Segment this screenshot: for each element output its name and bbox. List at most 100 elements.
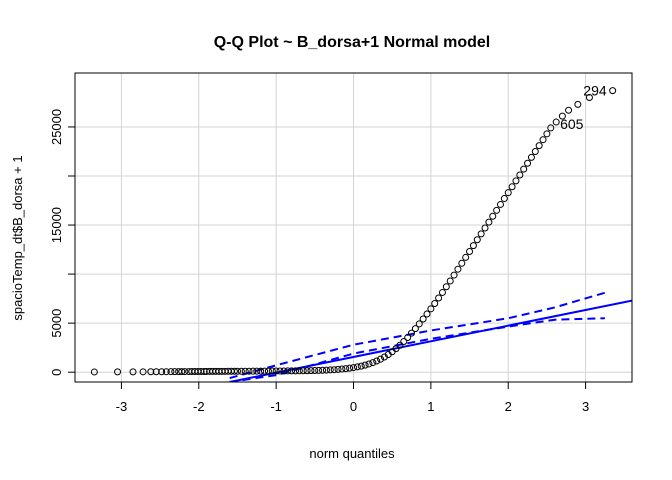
y-axis-title: spacioTemp_dt$B_dorsa + 1 xyxy=(10,155,25,320)
data-point xyxy=(230,367,238,375)
confidence-envelope xyxy=(229,291,606,382)
data-point xyxy=(565,106,573,114)
y-axis: 0 5000 15000 25000 xyxy=(49,109,76,376)
x-tick-label: 2 xyxy=(505,399,512,414)
data-point xyxy=(167,368,175,376)
data-point xyxy=(493,206,501,214)
data-point xyxy=(315,366,323,374)
data-point xyxy=(574,100,582,108)
data-point xyxy=(516,171,524,179)
data-point xyxy=(411,325,419,333)
data-point xyxy=(512,177,520,185)
data-point xyxy=(299,367,307,375)
data-point xyxy=(114,368,122,376)
data-point xyxy=(129,368,137,376)
data-point xyxy=(438,288,446,296)
x-tick-label: 0 xyxy=(350,399,357,414)
x-tick-label: -2 xyxy=(193,399,205,414)
data-point xyxy=(162,368,170,376)
data-point xyxy=(280,367,288,375)
data-point xyxy=(237,367,245,375)
data-point xyxy=(322,366,330,374)
data-point xyxy=(531,147,539,155)
data-points xyxy=(90,87,617,376)
data-point xyxy=(446,277,454,285)
data-point xyxy=(350,364,357,372)
data-point xyxy=(257,367,265,375)
data-point xyxy=(307,367,315,375)
data-point xyxy=(527,153,535,161)
data-point xyxy=(450,271,458,279)
data-point xyxy=(284,367,292,375)
x-tick-label: 3 xyxy=(582,399,589,414)
data-point xyxy=(547,124,555,132)
y-tick-label: 5000 xyxy=(49,309,64,338)
data-point xyxy=(303,367,311,375)
data-point xyxy=(338,365,346,373)
data-point xyxy=(496,200,504,208)
data-point xyxy=(423,310,431,318)
data-point xyxy=(241,367,249,375)
y-tick-label: 25000 xyxy=(49,109,64,145)
data-point xyxy=(197,367,205,375)
data-point xyxy=(524,159,532,167)
data-point xyxy=(171,368,179,376)
data-point xyxy=(500,195,508,203)
data-point xyxy=(485,218,493,226)
data-point xyxy=(253,367,261,375)
data-point xyxy=(291,367,299,375)
data-point xyxy=(462,253,470,261)
data-point xyxy=(365,360,373,368)
data-point xyxy=(392,345,400,353)
data-point xyxy=(543,130,551,138)
data-point xyxy=(353,363,361,371)
data-point xyxy=(361,361,369,369)
data-point xyxy=(319,366,327,374)
data-point xyxy=(477,230,485,238)
data-point xyxy=(469,242,477,250)
envelope-lower xyxy=(229,317,605,382)
y-tick-label: 15000 xyxy=(49,207,64,243)
data-point xyxy=(400,337,408,345)
data-point xyxy=(346,364,354,372)
data-point xyxy=(539,136,547,144)
data-point xyxy=(264,367,272,375)
data-point xyxy=(435,294,443,302)
data-point xyxy=(481,224,489,232)
data-point xyxy=(233,367,241,375)
data-point xyxy=(261,367,269,375)
x-tick-label: -3 xyxy=(116,399,128,414)
data-point xyxy=(334,365,342,373)
data-point xyxy=(415,320,423,328)
data-point xyxy=(311,367,319,375)
x-axis: -3 -2 -1 0 1 2 3 xyxy=(116,381,589,414)
data-point xyxy=(508,183,516,191)
data-point xyxy=(158,368,166,376)
x-tick-label: -1 xyxy=(270,399,282,414)
data-point xyxy=(408,329,416,337)
data-point xyxy=(454,265,462,273)
point-labels: 294 605 xyxy=(560,83,607,132)
data-point xyxy=(404,333,412,341)
data-point xyxy=(396,341,404,349)
envelope-upper xyxy=(229,291,606,380)
data-point xyxy=(326,366,334,374)
data-point xyxy=(552,118,560,126)
data-point xyxy=(276,367,284,375)
data-point xyxy=(609,87,617,95)
data-point xyxy=(330,366,338,374)
data-point xyxy=(268,367,276,375)
point-label: 294 xyxy=(583,83,607,99)
data-point xyxy=(473,236,481,244)
data-point xyxy=(249,367,257,375)
data-point xyxy=(442,283,450,291)
data-point xyxy=(139,368,147,376)
data-point xyxy=(377,355,385,363)
data-point xyxy=(245,367,253,375)
data-point xyxy=(181,368,189,376)
data-point xyxy=(427,305,435,313)
point-label: 605 xyxy=(560,116,584,132)
data-point xyxy=(504,189,512,197)
data-point xyxy=(357,362,365,370)
